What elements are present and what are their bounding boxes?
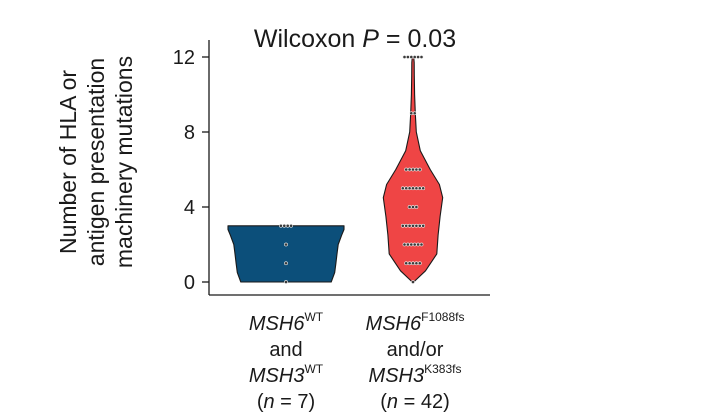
data-point bbox=[400, 223, 405, 228]
data-point bbox=[414, 167, 419, 172]
data-point bbox=[407, 186, 412, 191]
data-point bbox=[411, 167, 415, 172]
y-axis-label-line: machinery mutations bbox=[111, 56, 137, 268]
data-point bbox=[412, 111, 417, 116]
data-point bbox=[404, 167, 409, 172]
category-label-line: MSH3WT bbox=[249, 362, 324, 387]
y-tick-label: 12 bbox=[173, 47, 195, 69]
category-label-line: MSH6F1088fs bbox=[366, 310, 465, 335]
data-point bbox=[404, 223, 409, 228]
data-point bbox=[411, 205, 415, 209]
axes: 0 4 8 12 bbox=[173, 40, 490, 296]
data-point bbox=[407, 261, 412, 266]
data-point bbox=[402, 55, 407, 59]
data-point bbox=[400, 186, 405, 191]
data-point bbox=[407, 167, 412, 172]
data-point bbox=[284, 261, 288, 266]
data-point bbox=[417, 186, 422, 191]
data-point bbox=[404, 261, 409, 266]
data-point bbox=[282, 223, 287, 228]
data-point bbox=[407, 223, 412, 228]
category-label-line: MSH6WT bbox=[249, 310, 324, 335]
data-point bbox=[409, 111, 414, 116]
data-point bbox=[421, 223, 426, 228]
data-point bbox=[416, 242, 421, 247]
chart-title: Wilcoxon P = 0.03 bbox=[254, 25, 456, 53]
data-point bbox=[404, 186, 409, 191]
data-point bbox=[405, 55, 410, 59]
y-tick-label: 0 bbox=[184, 272, 195, 294]
data-point bbox=[414, 205, 419, 209]
data-point bbox=[409, 242, 414, 247]
data-point bbox=[411, 186, 415, 191]
data-point bbox=[414, 261, 419, 266]
data-point bbox=[411, 261, 415, 266]
data-point bbox=[409, 55, 414, 59]
data-point bbox=[412, 55, 417, 59]
data-point bbox=[407, 205, 412, 209]
chart-title-text: Wilcoxon P = 0.03 bbox=[254, 25, 456, 53]
category-label-line: MSH3K383fs bbox=[369, 362, 462, 387]
y-axis-label-line: Number of HLA or bbox=[55, 70, 81, 254]
y-axis-label-line: antigen presentation bbox=[83, 58, 109, 266]
data-point bbox=[414, 186, 419, 191]
data-point bbox=[417, 167, 422, 172]
data-point bbox=[285, 223, 290, 228]
data-point bbox=[289, 223, 294, 228]
category-label-line: (n = 42) bbox=[380, 391, 450, 413]
data-point bbox=[284, 242, 288, 247]
y-tick-label: 8 bbox=[184, 122, 195, 144]
data-point bbox=[414, 223, 419, 228]
category-label-line: and bbox=[269, 339, 302, 361]
data-point bbox=[278, 223, 283, 228]
data-point bbox=[412, 242, 417, 247]
data-point bbox=[421, 186, 426, 191]
data-point bbox=[284, 280, 288, 284]
category-label-line: (n = 7) bbox=[257, 391, 315, 413]
data-point bbox=[417, 261, 422, 266]
data-points bbox=[278, 55, 426, 284]
data-point bbox=[417, 223, 422, 228]
data-point bbox=[419, 242, 424, 247]
data-point bbox=[405, 242, 410, 247]
data-point bbox=[411, 280, 415, 284]
y-axis-label: Number of HLA or antigen presentation mach… bbox=[55, 56, 137, 268]
data-point bbox=[416, 55, 421, 59]
violin-body bbox=[227, 225, 345, 283]
category-label-line: and/or bbox=[387, 339, 444, 361]
y-tick-label: 4 bbox=[184, 197, 195, 219]
data-point bbox=[402, 242, 407, 247]
data-point bbox=[419, 55, 424, 59]
data-point bbox=[411, 223, 415, 228]
